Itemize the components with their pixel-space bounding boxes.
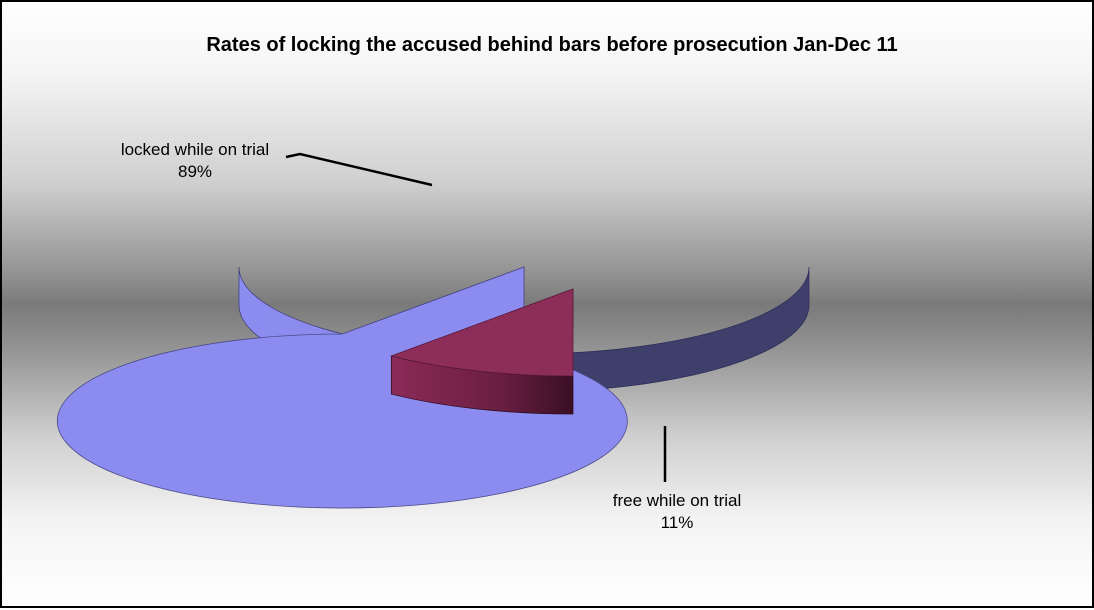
slice-label-locked-percent: 89% (177, 162, 213, 181)
chart-title: Rates of locking the accused behind bars… (206, 34, 898, 56)
slice-label-locked-name: locked while on trial (120, 140, 270, 159)
slice-label-free-name: free while on trial (612, 491, 742, 510)
slice-label-locked: locked while on trial 89% (90, 139, 300, 183)
slice-label-free: free while on trial 11% (577, 490, 777, 534)
slice-top-free (389, 288, 574, 377)
leader-line-locked (285, 152, 433, 187)
slice-label-free-percent: 11% (660, 513, 694, 532)
